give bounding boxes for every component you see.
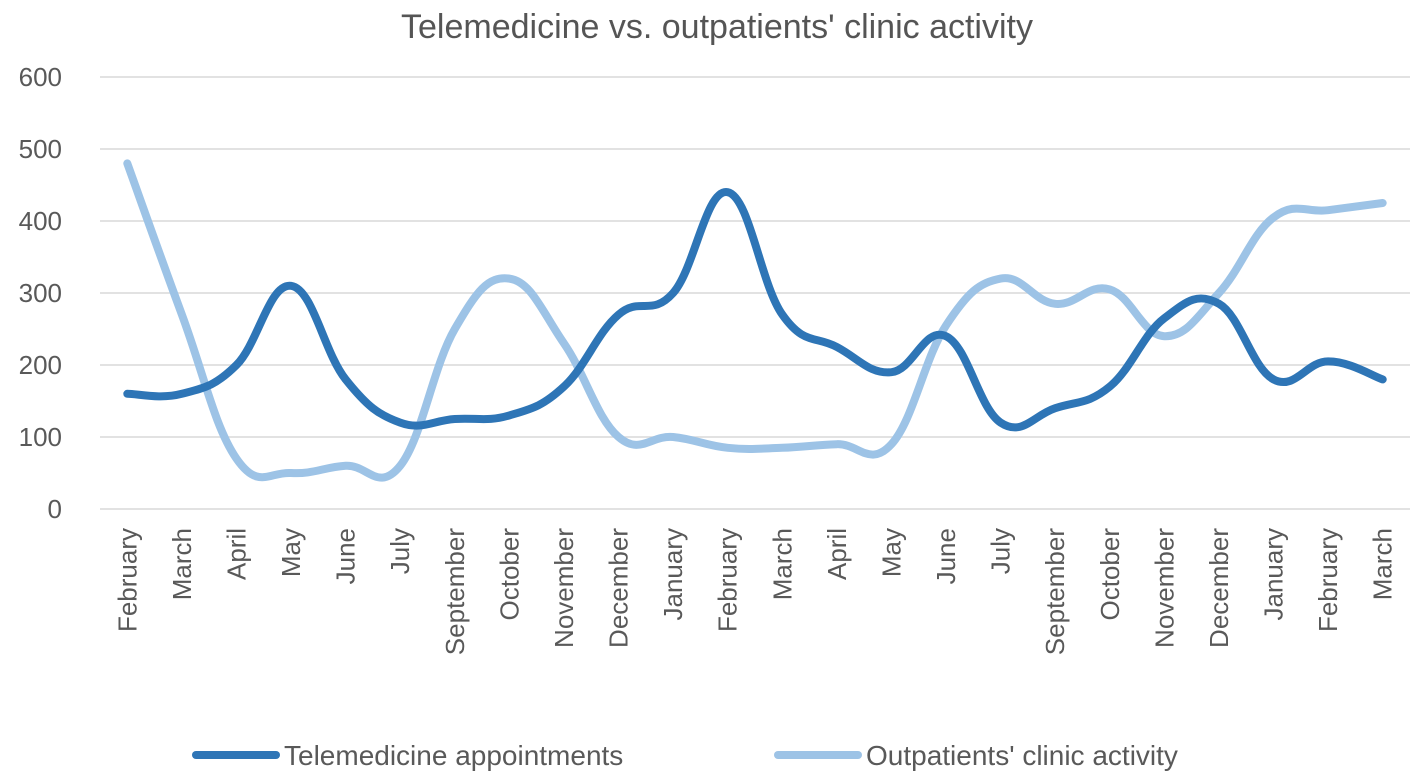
x-tick-label: June — [931, 528, 961, 584]
y-tick-label: 300 — [19, 278, 62, 308]
legend: Telemedicine appointments Outpatients' cl… — [192, 740, 1178, 771]
x-tick-label: April — [221, 528, 251, 580]
y-axis-ticks: 0 100 200 300 400 500 600 — [19, 62, 62, 524]
y-tick-label: 600 — [19, 62, 62, 92]
x-tick-label: January — [1259, 528, 1289, 621]
x-tick-label: February — [112, 528, 142, 632]
x-tick-label: June — [331, 528, 361, 584]
series-line-1 — [123, 159, 1387, 482]
x-tick-label: November — [549, 528, 579, 648]
x-tick-label: April — [822, 528, 852, 580]
x-tick-label: March — [767, 528, 797, 600]
y-tick-label: 200 — [19, 350, 62, 380]
y-tick-label: 0 — [48, 494, 62, 524]
x-tick-label: December — [1204, 528, 1234, 648]
x-tick-label: January — [658, 528, 688, 621]
y-tick-label: 400 — [19, 206, 62, 236]
x-tick-label: November — [1149, 528, 1179, 648]
legend-label: Outpatients' clinic activity — [866, 740, 1178, 771]
x-tick-label: December — [604, 528, 634, 648]
y-tick-label: 500 — [19, 134, 62, 164]
x-tick-label: March — [167, 528, 197, 600]
x-tick-label: September — [440, 528, 470, 656]
x-tick-label: March — [1368, 528, 1398, 600]
y-tick-label: 100 — [19, 422, 62, 452]
x-tick-label: May — [276, 528, 306, 577]
series-lines — [123, 159, 1387, 482]
x-tick-label: July — [986, 528, 1016, 574]
x-axis-ticks: February March April May June July September Oc… — [112, 528, 1397, 656]
x-tick-label: February — [1313, 528, 1343, 632]
x-tick-label: July — [385, 528, 415, 574]
legend-label: Telemedicine appointments — [284, 740, 623, 771]
x-tick-label: October — [494, 528, 524, 621]
x-tick-label: February — [713, 528, 743, 632]
chart-title: Telemedicine vs. outpatients' clinic act… — [401, 8, 1033, 46]
x-tick-label: May — [876, 528, 906, 577]
x-tick-label: September — [1040, 528, 1070, 656]
x-tick-label: October — [1095, 528, 1125, 621]
series-line-0 — [123, 188, 1387, 432]
gridlines — [100, 76, 1410, 510]
